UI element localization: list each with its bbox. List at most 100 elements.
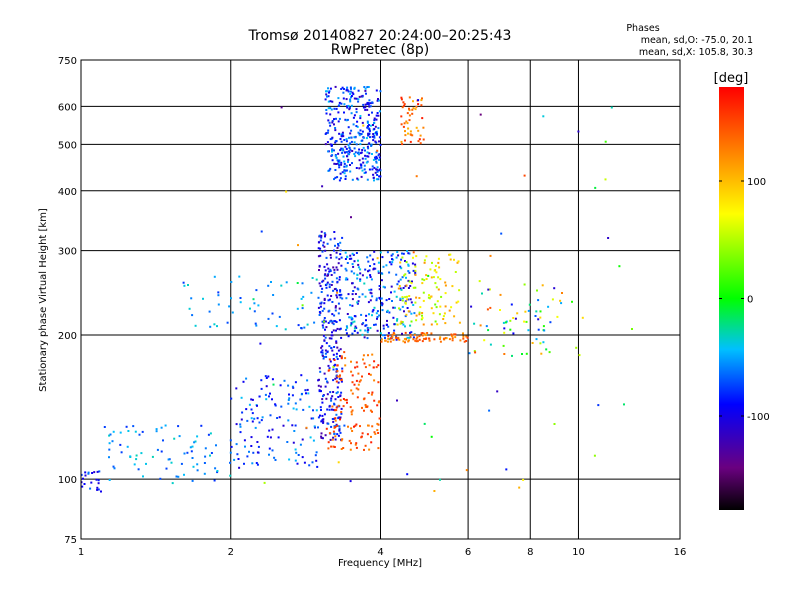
data-point — [432, 312, 435, 315]
data-point — [287, 384, 290, 387]
data-point — [368, 105, 371, 108]
data-point — [343, 172, 346, 175]
data-point — [319, 406, 322, 409]
data-point — [405, 261, 408, 264]
data-point — [393, 290, 396, 293]
stats-line-x: mean, sd,X: 105.8, 30.3 — [639, 47, 753, 58]
data-point — [539, 310, 542, 313]
data-point — [318, 234, 321, 237]
data-point — [422, 291, 425, 294]
data-point — [404, 331, 407, 334]
data-point — [362, 103, 365, 106]
data-point — [250, 417, 253, 420]
data-point — [156, 448, 159, 451]
data-point — [381, 302, 384, 305]
data-point — [415, 314, 418, 317]
data-point — [435, 271, 438, 274]
data-point — [293, 430, 296, 432]
data-point — [352, 93, 355, 96]
data-point — [329, 138, 332, 141]
data-point — [214, 467, 217, 470]
data-point — [559, 299, 562, 302]
data-point — [330, 337, 333, 340]
data-point — [409, 324, 412, 327]
data-point — [335, 392, 338, 395]
data-point — [400, 96, 403, 99]
data-point — [323, 232, 326, 235]
data-point — [356, 177, 359, 180]
data-point — [421, 117, 424, 120]
data-point — [402, 287, 405, 289]
data-point — [405, 295, 408, 298]
data-point — [362, 136, 365, 139]
data-point — [366, 256, 369, 259]
data-point — [366, 108, 369, 111]
data-point — [377, 381, 380, 384]
data-point — [408, 107, 410, 110]
data-point — [319, 414, 321, 417]
data-point — [301, 304, 304, 307]
data-point — [351, 332, 354, 335]
data-point — [345, 297, 348, 300]
data-point — [444, 322, 447, 325]
data-point — [436, 300, 439, 303]
data-point — [377, 401, 380, 404]
data-point — [347, 90, 350, 93]
data-point — [349, 93, 352, 95]
data-point — [429, 268, 432, 271]
data-point — [271, 428, 274, 431]
data-point — [292, 441, 295, 444]
data-point — [409, 285, 412, 287]
data-point — [189, 446, 192, 449]
data-point — [230, 445, 233, 448]
data-point — [324, 377, 327, 380]
data-point — [89, 487, 92, 490]
data-point — [359, 152, 362, 155]
data-point — [516, 312, 519, 315]
data-point — [346, 86, 349, 89]
data-point — [335, 368, 338, 371]
data-point — [388, 311, 391, 314]
data-point — [449, 258, 452, 261]
data-point — [367, 134, 370, 137]
data-point — [330, 274, 333, 276]
data-point — [259, 342, 262, 345]
data-point — [454, 271, 457, 273]
data-point — [108, 456, 110, 459]
data-point — [242, 380, 245, 383]
data-point — [310, 291, 313, 294]
data-point — [360, 166, 363, 169]
data-point — [137, 468, 140, 471]
data-point — [191, 314, 194, 317]
data-point — [366, 405, 368, 408]
data-point — [375, 114, 378, 117]
data-point — [353, 383, 356, 386]
data-point — [239, 301, 242, 304]
data-point — [351, 321, 354, 324]
colorbar — [719, 87, 744, 510]
data-point — [325, 90, 327, 93]
data-point — [411, 112, 414, 115]
data-point — [335, 355, 338, 358]
data-point — [420, 318, 423, 321]
data-point — [578, 354, 581, 357]
data-point — [235, 423, 238, 426]
data-point — [355, 143, 358, 146]
data-point — [284, 328, 287, 331]
data-point — [341, 149, 344, 152]
data-point — [323, 299, 326, 301]
data-point — [395, 256, 398, 259]
data-point — [392, 338, 395, 341]
data-point — [257, 445, 260, 448]
data-point — [377, 271, 380, 274]
data-point — [355, 111, 358, 114]
data-point — [373, 135, 376, 138]
data-point — [377, 99, 380, 102]
data-point — [299, 443, 302, 446]
data-point — [261, 416, 264, 419]
data-point — [336, 358, 339, 360]
data-point — [348, 106, 351, 109]
data-point — [282, 424, 285, 427]
data-point — [406, 112, 409, 115]
data-point — [270, 281, 272, 283]
